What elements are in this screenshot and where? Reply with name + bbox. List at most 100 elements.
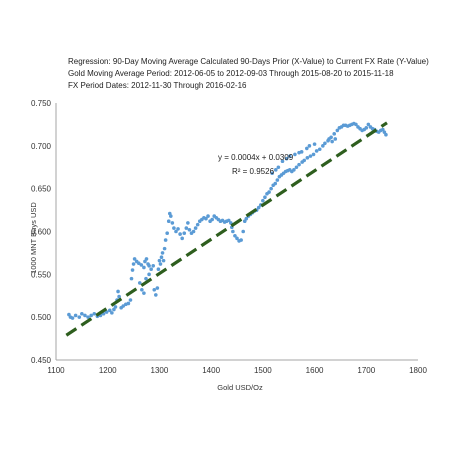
data-point <box>77 315 82 319</box>
data-point <box>269 186 273 191</box>
data-point <box>312 142 317 146</box>
data-point <box>142 265 146 270</box>
data-point <box>107 308 112 313</box>
data-point <box>297 150 301 155</box>
data-point <box>184 226 189 230</box>
data-point <box>293 152 297 157</box>
data-point <box>80 311 84 316</box>
data-point <box>193 226 198 230</box>
data-point <box>172 226 176 230</box>
data-point <box>152 287 157 292</box>
data-point <box>364 126 369 130</box>
data-point <box>139 263 144 267</box>
data-point <box>284 156 289 161</box>
title-line-3: FX Period Dates: 2012-11-30 Through 2016… <box>68 81 247 90</box>
x-tick-label: 1100 <box>47 366 65 375</box>
data-point <box>163 238 168 242</box>
data-point <box>210 217 214 222</box>
data-point <box>273 181 278 186</box>
data-point <box>128 298 133 302</box>
data-point <box>204 216 208 221</box>
data-point <box>273 168 278 172</box>
data-point <box>305 146 309 151</box>
data-point <box>294 165 299 170</box>
data-point <box>130 268 135 272</box>
x-tick-label: 1700 <box>357 366 375 375</box>
data-point <box>239 238 243 242</box>
title-line-2: Gold Moving Average Period: 2012-06-05 t… <box>68 69 394 78</box>
data-point <box>226 218 231 223</box>
data-point <box>149 267 153 271</box>
data-point <box>161 258 166 263</box>
data-point <box>275 178 280 182</box>
data-point <box>270 171 274 176</box>
y-tick-label: 0.600 <box>31 228 52 237</box>
data-point <box>116 289 120 294</box>
data-point <box>147 272 151 277</box>
data-point <box>302 158 307 163</box>
data-point <box>384 132 388 137</box>
data-point <box>160 251 165 255</box>
x-tick-label: 1500 <box>254 366 272 375</box>
data-point <box>323 141 327 146</box>
data-point <box>176 227 180 231</box>
data-point <box>162 246 167 251</box>
data-points <box>67 121 388 320</box>
data-point <box>330 139 334 144</box>
trendline-equation: y = 0.0004x + 0.0309 <box>218 153 294 162</box>
data-point <box>156 267 161 271</box>
data-point <box>159 255 164 259</box>
data-point <box>157 258 162 263</box>
data-point <box>144 257 149 261</box>
data-point <box>311 152 316 157</box>
data-point <box>276 165 281 170</box>
y-tick-label: 0.450 <box>31 356 52 365</box>
data-point <box>308 154 313 158</box>
data-point <box>144 276 148 281</box>
data-point <box>132 257 137 261</box>
chart-title-block: Regression: 90-Day Moving Average Calcul… <box>68 57 429 90</box>
trendline <box>65 121 388 337</box>
data-point <box>73 313 78 318</box>
data-point <box>317 147 322 152</box>
x-tick-label: 1400 <box>202 366 220 375</box>
data-point <box>261 198 265 203</box>
data-point <box>327 137 331 141</box>
data-point <box>191 229 196 234</box>
data-point <box>307 144 312 148</box>
data-point <box>170 221 175 225</box>
data-point <box>158 262 163 266</box>
data-point <box>86 315 90 319</box>
data-point <box>187 227 192 232</box>
data-point <box>241 229 246 234</box>
data-point <box>321 144 325 148</box>
data-point <box>165 231 169 236</box>
data-point <box>131 262 136 266</box>
data-point <box>180 236 184 241</box>
data-point <box>366 122 371 127</box>
data-point <box>305 156 310 160</box>
data-point <box>137 281 142 285</box>
data-point <box>332 132 337 136</box>
x-tick-label: 1200 <box>99 366 117 375</box>
y-tick-label: 0.500 <box>31 313 52 322</box>
data-point <box>155 286 160 290</box>
data-point <box>92 311 97 316</box>
data-point <box>263 195 267 200</box>
data-point <box>121 304 126 308</box>
data-point <box>235 236 239 241</box>
data-point <box>174 229 178 234</box>
data-point <box>70 316 75 320</box>
x-axis-label: Gold USD/Oz <box>217 383 263 392</box>
data-point <box>136 261 141 265</box>
data-point <box>182 231 187 236</box>
data-point <box>151 263 156 268</box>
trendline-r-squared: R² = 0.9526 <box>232 167 275 176</box>
data-point <box>195 222 200 227</box>
data-point <box>140 287 144 292</box>
data-point <box>287 154 292 158</box>
y-tick-label: 0.550 <box>31 270 52 279</box>
trendline-group <box>65 121 388 337</box>
data-point <box>231 229 235 234</box>
